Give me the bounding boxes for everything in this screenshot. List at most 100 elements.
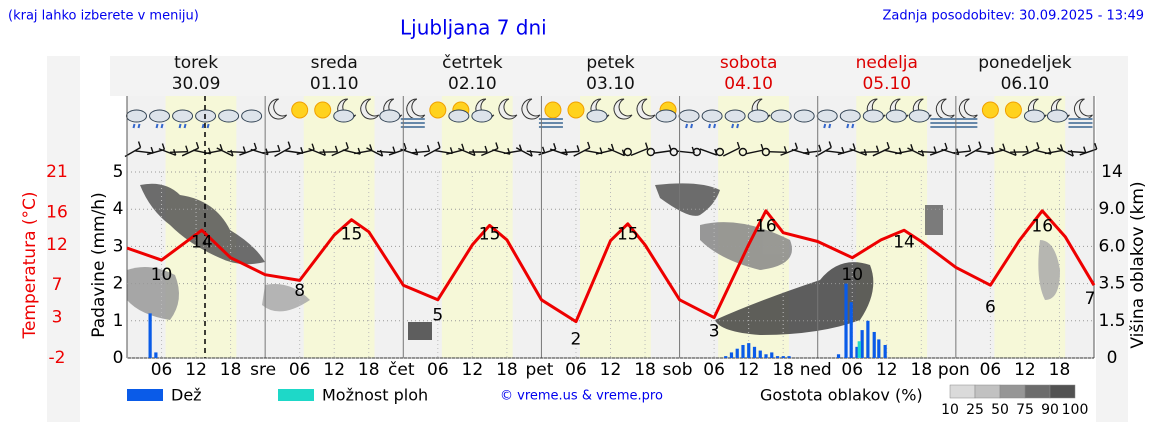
wind-feather: [219, 144, 223, 151]
temp-label: 14: [893, 233, 915, 253]
y-tick-label: 1: [113, 311, 124, 331]
rain-drop: [206, 123, 210, 129]
wind-feather: [484, 145, 488, 153]
cloud-icon: [172, 109, 194, 123]
density-swatch: [1024, 384, 1051, 399]
precip-bar: [787, 356, 791, 358]
density-tick: 100: [1062, 402, 1089, 418]
precip-bar: [729, 352, 734, 358]
wind-feather: [644, 142, 649, 149]
day-name: četrtek: [442, 53, 503, 73]
wind-feather: [437, 141, 441, 148]
wind-shaft: [860, 150, 879, 154]
wind-feather: [541, 146, 546, 154]
wind-shaft: [204, 149, 223, 155]
cloud-icon: [724, 109, 746, 123]
wind-feather: [944, 142, 948, 150]
temp-tick-label: 16: [46, 202, 68, 222]
wind-shaft: [722, 147, 740, 157]
precip-bar: [770, 352, 774, 358]
wind-shaft: [595, 149, 614, 155]
wind-shaft: [274, 147, 291, 157]
precip-bar: [781, 356, 785, 358]
wind-feather: [518, 144, 523, 151]
x-day-label: čet: [388, 360, 415, 380]
cloud-icon: [333, 109, 355, 123]
wind-shaft: [458, 147, 476, 157]
temp-tick-label: 21: [46, 162, 68, 182]
cloud-density: [127, 183, 1060, 340]
wind-shaft: [423, 147, 441, 157]
wind-feather: [553, 142, 557, 150]
temp-label: 5: [432, 305, 443, 325]
density-swatch: [949, 384, 976, 399]
cloud-icon: [471, 109, 493, 123]
wind-feather: [736, 141, 741, 149]
cloud-icon: [816, 109, 838, 123]
calm-wind: [692, 147, 702, 157]
moon-icon: [268, 98, 288, 120]
x-tick-label: 06: [151, 360, 173, 380]
wind-feather: [150, 146, 154, 154]
day-date: 01.10: [310, 74, 359, 94]
y-axis-label: Padavine (mm/h): [89, 192, 109, 337]
precip-bar: [758, 350, 762, 358]
temp-tick-label: 3: [52, 308, 63, 328]
precip-bar: [741, 344, 745, 358]
wind-shaft: [296, 148, 315, 156]
wind-feather: [610, 143, 615, 151]
x-tick-label: 06: [980, 360, 1002, 380]
x-day-label: pon: [938, 360, 970, 380]
day-date: 04.10: [724, 74, 773, 94]
cloud-icon: [1023, 109, 1045, 123]
sun-icon: [314, 101, 332, 119]
wind-shaft: [745, 149, 764, 155]
sun-icon: [291, 101, 309, 119]
cloud-icon: [839, 109, 861, 123]
rain-drop: [846, 123, 850, 129]
density-tick: 50: [991, 402, 1009, 418]
cloud-icon: [379, 109, 401, 123]
sun-icon: [429, 101, 447, 119]
temp-label: 8: [294, 281, 305, 301]
wind-shaft: [1056, 147, 1074, 157]
x-day-label: pet: [525, 360, 553, 380]
temp-tick-label: 7: [52, 275, 63, 295]
temp-label: 3: [709, 322, 720, 342]
cloud-icon: [862, 109, 884, 123]
sun-icon: [1004, 101, 1022, 119]
moon-icon: [360, 98, 380, 120]
rain-drop: [132, 123, 136, 129]
moon-icon: [935, 98, 955, 120]
wind-feather: [818, 144, 822, 152]
wind-feather: [185, 145, 189, 152]
cloud-icon: [747, 109, 769, 123]
wind-shaft: [653, 150, 672, 154]
wind-shaft: [999, 147, 1017, 157]
wind-shaft: [1022, 147, 1040, 157]
temp-label: 15: [479, 225, 501, 245]
wind-feather: [392, 146, 396, 153]
cloud-icon: [218, 109, 240, 123]
precip-bar: [844, 283, 848, 358]
x-tick-label: 12: [185, 360, 207, 380]
wind-shaft: [354, 149, 372, 155]
temp-label: 2: [571, 330, 582, 350]
day-name: sobota: [720, 53, 778, 73]
y-tick-label: 5: [113, 162, 124, 182]
precip-bar: [883, 344, 887, 358]
temp-label: 6: [985, 297, 996, 317]
wind-feather: [1094, 142, 1098, 150]
rain-drop: [731, 123, 735, 129]
precip-bar: [775, 356, 780, 358]
moon-icon: [1074, 98, 1093, 120]
wind-feather: [794, 142, 799, 149]
wind-feather: [956, 148, 960, 155]
precip-bar: [855, 346, 859, 358]
density-swatch: [974, 384, 1001, 399]
day-name: ponedeljek: [978, 53, 1072, 73]
density-swatch: [999, 384, 1026, 399]
wind-feather: [426, 144, 431, 152]
wind-shaft: [308, 147, 326, 157]
temp-label: 15: [341, 225, 363, 245]
